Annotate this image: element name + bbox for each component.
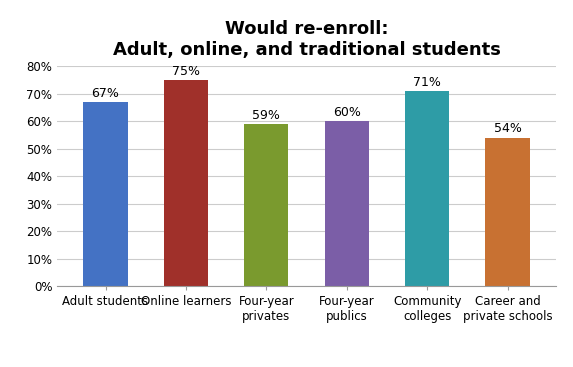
Text: 71%: 71% — [413, 76, 441, 89]
Bar — [485, 138, 529, 286]
Bar — [325, 121, 369, 286]
Text: 60%: 60% — [333, 106, 360, 119]
Bar — [244, 124, 288, 286]
Bar — [84, 102, 128, 286]
Bar — [405, 91, 449, 286]
Text: 59%: 59% — [253, 109, 280, 122]
Bar — [164, 80, 208, 286]
Text: 54%: 54% — [493, 123, 521, 135]
Text: 67%: 67% — [92, 87, 120, 100]
Text: 75%: 75% — [172, 65, 200, 78]
Title: Would re-enroll:
Adult, online, and traditional students: Would re-enroll: Adult, online, and trad… — [113, 20, 500, 59]
